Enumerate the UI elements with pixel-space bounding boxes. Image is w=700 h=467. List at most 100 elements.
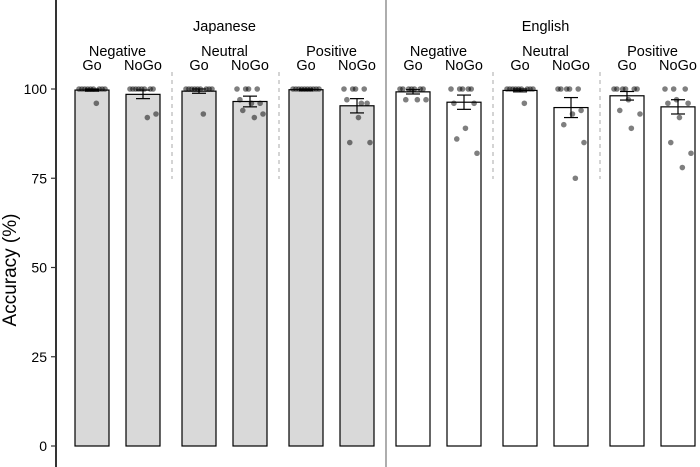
bar bbox=[181, 90, 217, 447]
y-tick-label: 50 bbox=[31, 260, 47, 276]
y-axis: 0 25 50 75 100 bbox=[24, 0, 57, 467]
bar bbox=[74, 89, 110, 447]
data-point bbox=[665, 100, 671, 107]
y-tick-label: 0 bbox=[39, 438, 47, 454]
y-tick-label: 100 bbox=[24, 81, 48, 97]
data-point bbox=[400, 86, 406, 92]
data-point bbox=[248, 100, 255, 107]
emotion-label: Neutral bbox=[522, 44, 569, 60]
data-point bbox=[81, 86, 88, 92]
data-point bbox=[682, 86, 689, 92]
condition-label: NoGo bbox=[445, 58, 483, 74]
data-point bbox=[254, 86, 261, 92]
y-tick-label: 75 bbox=[31, 170, 47, 186]
data-point bbox=[200, 111, 207, 117]
data-point bbox=[509, 86, 516, 92]
bar bbox=[288, 89, 324, 447]
data-point bbox=[411, 86, 418, 92]
data-point bbox=[197, 86, 204, 92]
data-point bbox=[93, 100, 100, 107]
data-point bbox=[90, 86, 97, 92]
emotion-label: Positive bbox=[306, 44, 357, 60]
data-point bbox=[530, 86, 536, 92]
panel-title: English bbox=[522, 19, 570, 35]
data-point bbox=[234, 86, 240, 92]
data-point bbox=[448, 86, 454, 92]
data-point bbox=[474, 150, 480, 157]
data-point bbox=[153, 111, 159, 117]
data-point bbox=[521, 100, 528, 107]
data-point bbox=[414, 96, 421, 103]
data-point bbox=[634, 86, 640, 92]
data-point bbox=[662, 86, 668, 92]
data-point bbox=[688, 150, 694, 157]
data-point bbox=[132, 86, 139, 92]
condition-label: Go bbox=[189, 58, 208, 74]
data-point bbox=[558, 86, 564, 92]
condition-label: Go bbox=[82, 58, 101, 74]
data-point bbox=[622, 86, 629, 92]
bar bbox=[553, 106, 589, 447]
data-point bbox=[679, 164, 686, 171]
emotion-label: Positive bbox=[627, 44, 678, 60]
bar bbox=[125, 93, 161, 447]
data-point bbox=[518, 86, 525, 92]
data-point bbox=[150, 86, 156, 92]
data-point bbox=[614, 86, 620, 92]
data-point bbox=[465, 86, 472, 92]
condition-label: NoGo bbox=[231, 58, 269, 74]
data-point bbox=[625, 96, 632, 103]
data-point bbox=[367, 139, 373, 146]
data-point bbox=[344, 96, 350, 103]
data-point bbox=[575, 86, 582, 92]
data-point bbox=[462, 125, 469, 132]
data-point bbox=[364, 100, 370, 107]
condition-label: NoGo bbox=[552, 58, 590, 74]
condition-label: NoGo bbox=[338, 58, 376, 74]
data-point bbox=[341, 86, 347, 92]
emotion-label: Negative bbox=[410, 44, 467, 60]
bar bbox=[395, 91, 431, 447]
data-point bbox=[685, 100, 691, 107]
bar bbox=[339, 105, 375, 447]
data-point bbox=[673, 96, 680, 103]
data-point bbox=[459, 86, 466, 92]
data-point bbox=[676, 114, 683, 121]
data-point bbox=[141, 86, 148, 92]
data-point bbox=[237, 96, 243, 103]
data-point bbox=[251, 114, 258, 121]
bar bbox=[660, 106, 696, 447]
condition-label: NoGo bbox=[124, 58, 162, 74]
data-point bbox=[566, 86, 573, 92]
data-point bbox=[628, 125, 635, 132]
data-point bbox=[260, 111, 266, 117]
data-point bbox=[361, 86, 368, 92]
data-point bbox=[453, 136, 460, 142]
emotion-label: Negative bbox=[89, 44, 146, 60]
panel-title: Japanese bbox=[193, 19, 256, 35]
y-axis-label: Accuracy (%) bbox=[0, 214, 21, 327]
data-point bbox=[637, 111, 643, 117]
data-point bbox=[307, 86, 314, 92]
data-point bbox=[239, 107, 246, 114]
condition-label: Go bbox=[510, 58, 529, 74]
data-point bbox=[578, 107, 584, 114]
data-point bbox=[209, 86, 215, 92]
data-point bbox=[471, 100, 477, 107]
condition-label: Go bbox=[617, 58, 636, 74]
data-point bbox=[581, 139, 587, 146]
data-point bbox=[355, 114, 362, 121]
data-point bbox=[667, 139, 674, 146]
data-point bbox=[569, 111, 576, 117]
data-point bbox=[102, 86, 108, 92]
data-point bbox=[257, 100, 263, 107]
data-point bbox=[352, 86, 359, 92]
data-point bbox=[245, 86, 252, 92]
condition-label: Go bbox=[403, 58, 422, 74]
data-point bbox=[402, 96, 409, 103]
data-point bbox=[423, 96, 429, 103]
data-point bbox=[316, 86, 322, 92]
